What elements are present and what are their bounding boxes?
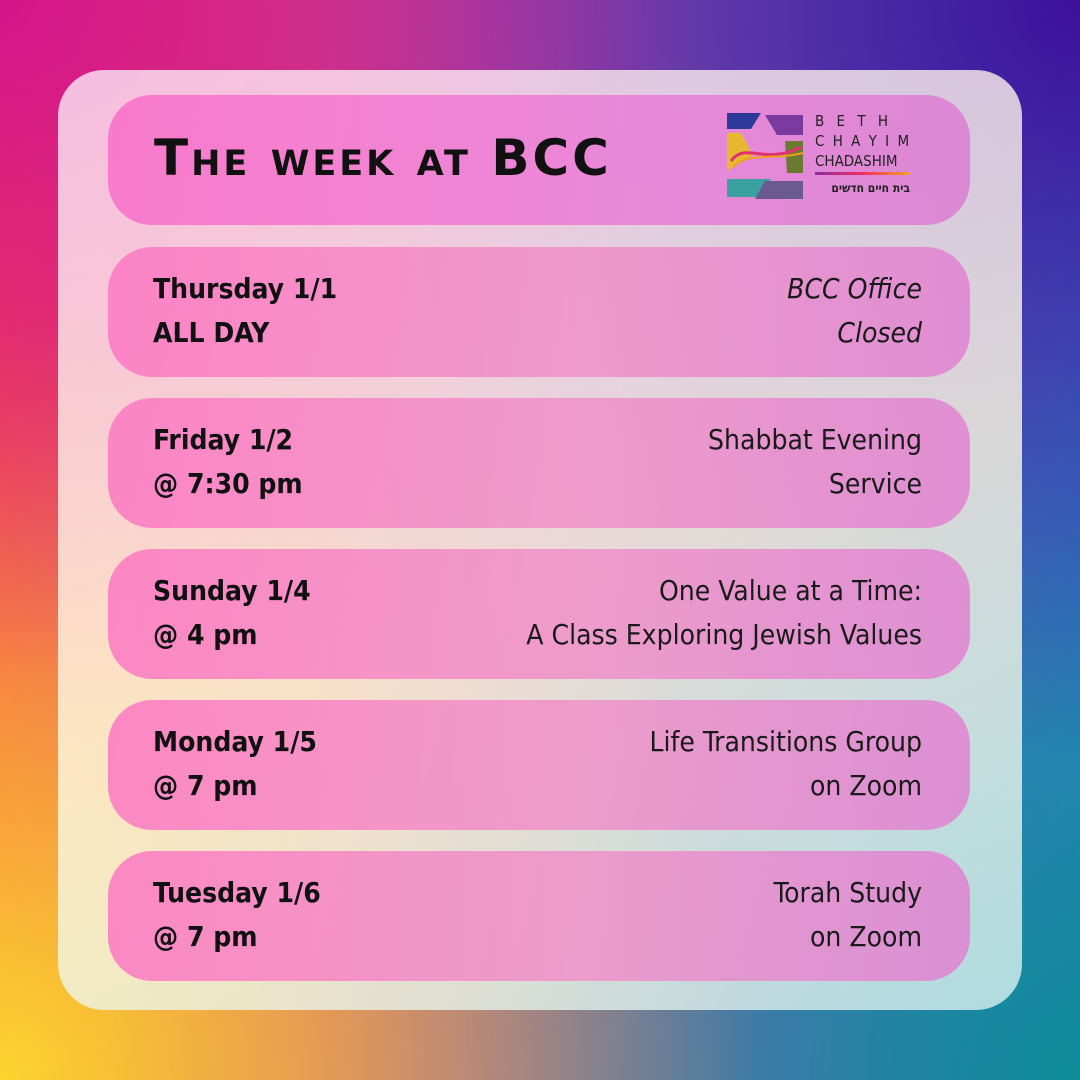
event-day: Sunday 1/4 — [153, 574, 311, 607]
header-card: The week at BCC B E T H C H A Y I M CHAD… — [108, 95, 970, 225]
event-title: Life Transitions Group — [649, 725, 922, 758]
page-title: The week at BCC — [154, 129, 612, 187]
event-title: Service — [828, 467, 922, 500]
event-time: ALL DAY — [153, 316, 270, 349]
event-card: Monday 1/5 @ 7 pm Life Transitions Group o… — [108, 700, 970, 830]
event-title: One Value at a Time: — [658, 574, 922, 607]
event-time: @ 7:30 pm — [153, 467, 303, 500]
logo-text-beth: B E T H — [815, 112, 893, 130]
logo-text-hebrew: בית חיים חדשים — [831, 181, 910, 195]
event-time: @ 4 pm — [153, 618, 258, 651]
event-title: Closed — [837, 316, 922, 349]
bcc-logo: B E T H C H A Y I M CHADASHIM בית חיים ח… — [725, 111, 915, 211]
logo-text-chadashim: CHADASHIM — [815, 152, 898, 170]
event-day: Tuesday 1/6 — [153, 876, 321, 909]
event-title: Shabbat Evening — [708, 423, 922, 456]
event-day: Monday 1/5 — [153, 725, 317, 758]
event-time: @ 7 pm — [153, 920, 258, 953]
event-day: Thursday 1/1 — [153, 272, 338, 305]
logo-text-chayim: C H A Y I M — [815, 132, 912, 150]
event-day: Friday 1/2 — [153, 423, 294, 456]
event-title: on Zoom — [810, 920, 922, 953]
event-time: @ 7 pm — [153, 769, 258, 802]
event-card: Sunday 1/4 @ 4 pm One Value at a Time: A C… — [108, 549, 970, 679]
event-title: BCC Office — [787, 272, 922, 305]
star-logo-icon — [727, 113, 804, 199]
event-title: Torah Study — [773, 876, 922, 909]
event-card: Thursday 1/1 ALL DAY BCC Office Closed — [108, 247, 970, 377]
event-card: Tuesday 1/6 @ 7 pm Torah Study on Zoom — [108, 851, 970, 981]
event-title: on Zoom — [810, 769, 922, 802]
event-card: Friday 1/2 @ 7:30 pm Shabbat Evening Servi… — [108, 398, 970, 528]
event-title: A Class Exploring Jewish Values — [526, 618, 922, 651]
